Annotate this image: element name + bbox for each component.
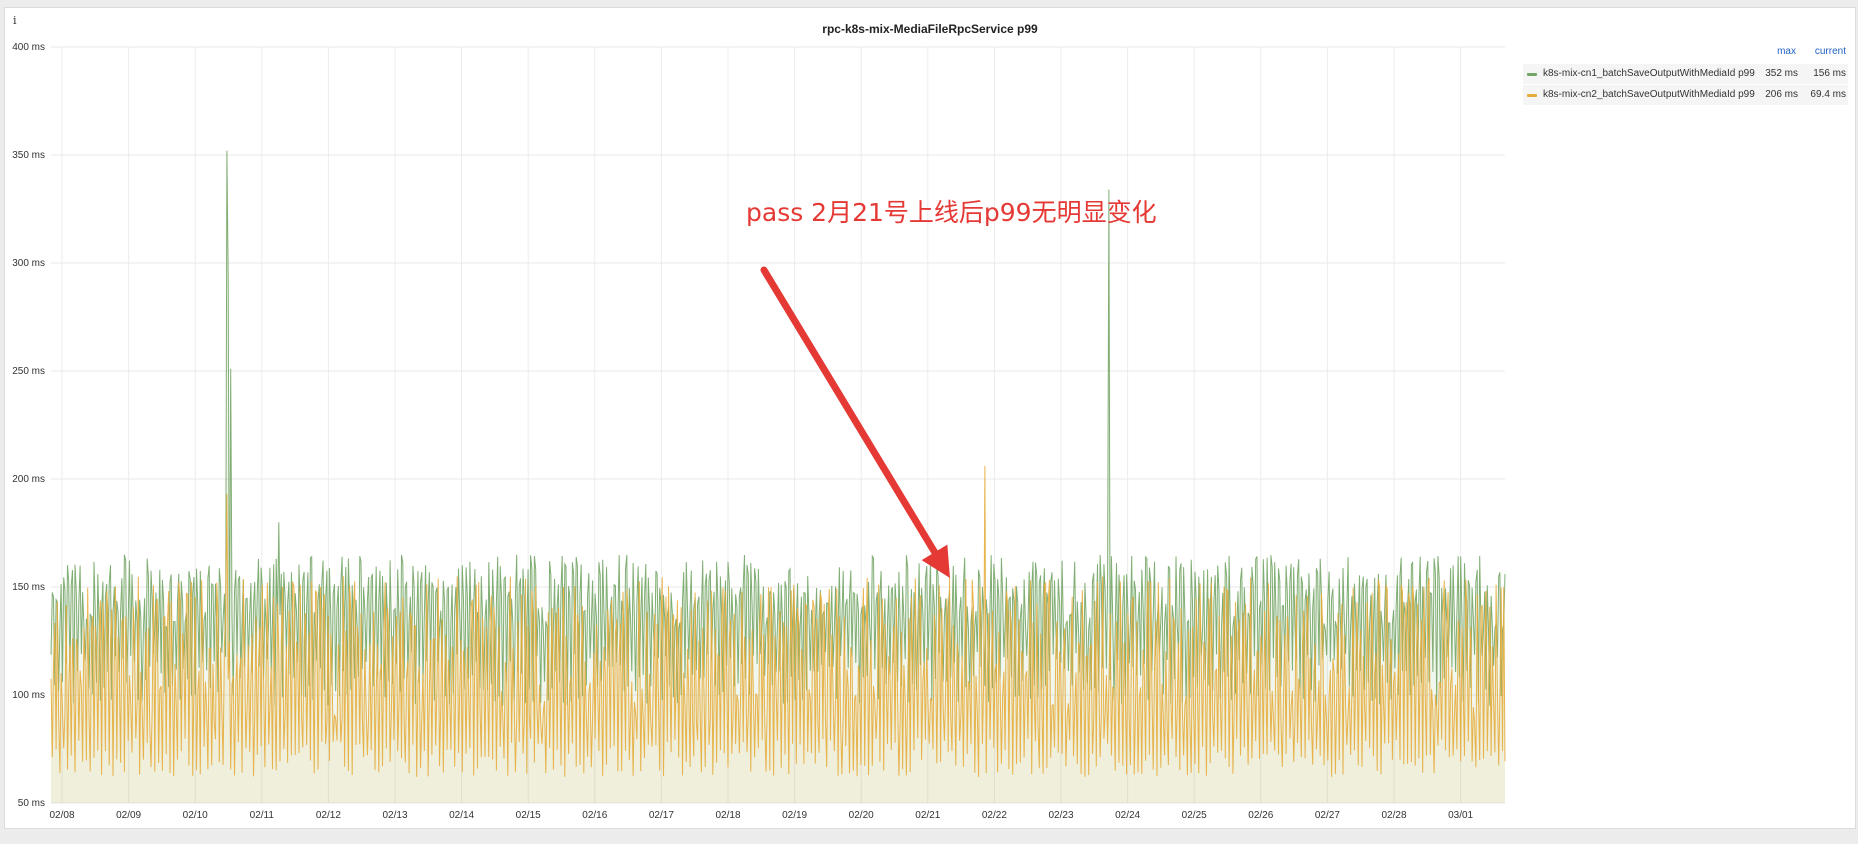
legend-item-max: 352 ms: [1765, 68, 1798, 79]
x-tick-label: 02/09: [116, 810, 141, 821]
annotation-text: pass 2月21号上线后p99无明显变化: [746, 198, 1157, 227]
x-tick-label: 02/16: [582, 810, 607, 821]
y-tick-label: 100 ms: [12, 690, 45, 701]
x-tick-label: 03/01: [1448, 810, 1473, 821]
y-tick-label: 200 ms: [12, 474, 45, 485]
y-tick-label: 150 ms: [12, 582, 45, 593]
x-tick-label: 02/08: [49, 810, 74, 821]
x-tick-label: 02/19: [782, 810, 807, 821]
x-tick-label: 02/23: [1048, 810, 1073, 821]
x-tick-label: 02/14: [449, 810, 474, 821]
legend-item-name[interactable]: k8s-mix-cn1_batchSaveOutputWithMediaId p…: [1543, 68, 1755, 79]
x-tick-label: 02/25: [1182, 810, 1207, 821]
x-tick-label: 02/22: [982, 810, 1007, 821]
x-tick-label: 02/12: [316, 810, 341, 821]
legend-item-name[interactable]: k8s-mix-cn2_batchSaveOutputWithMediaId p…: [1543, 89, 1755, 100]
legend-item-max: 206 ms: [1765, 89, 1798, 100]
annotation-arrow: [760, 266, 944, 565]
series-color-swatch: [1527, 94, 1537, 97]
legend-item[interactable]: k8s-mix-cn1_batchSaveOutputWithMediaId p…: [1523, 64, 1848, 84]
legend-current-header[interactable]: current: [1814, 46, 1846, 57]
legend-header: max current: [1523, 46, 1848, 64]
x-tick-label: 02/10: [183, 810, 208, 821]
series-color-swatch: [1527, 73, 1537, 76]
y-tick-label: 350 ms: [12, 150, 45, 161]
x-tick-label: 02/26: [1248, 810, 1273, 821]
series-line: [50, 465, 1506, 778]
legend-max-header[interactable]: max: [1777, 46, 1796, 57]
y-tick-label: 400 ms: [12, 42, 45, 53]
annotation-arrowhead: [921, 544, 950, 578]
x-tick-label: 02/24: [1115, 810, 1140, 821]
panel-title[interactable]: rpc-k8s-mix-MediaFileRpcService p99: [822, 22, 1038, 36]
series-area: [51, 466, 1505, 803]
x-tick-label: 02/17: [649, 810, 674, 821]
x-tick-label: 02/28: [1381, 810, 1406, 821]
legend: max current k8s-mix-cn1_batchSaveOutputW…: [1523, 46, 1848, 106]
legend-item-current: 156 ms: [1813, 68, 1846, 79]
x-tick-label: 02/27: [1315, 810, 1340, 821]
x-tick-label: 02/21: [915, 810, 940, 821]
series-line: [50, 150, 1506, 706]
legend-item-current: 69.4 ms: [1810, 89, 1846, 100]
x-tick-label: 02/20: [849, 810, 874, 821]
y-tick-label: 250 ms: [12, 366, 45, 377]
info-icon[interactable]: i: [13, 14, 17, 27]
x-tick-label: 02/13: [382, 810, 407, 821]
x-tick-label: 02/15: [516, 810, 541, 821]
x-tick-label: 02/18: [715, 810, 740, 821]
y-tick-label: 300 ms: [12, 258, 45, 269]
x-tick-label: 02/11: [250, 810, 275, 821]
y-tick-label: 50 ms: [18, 798, 45, 809]
legend-item[interactable]: k8s-mix-cn2_batchSaveOutputWithMediaId p…: [1523, 85, 1848, 105]
